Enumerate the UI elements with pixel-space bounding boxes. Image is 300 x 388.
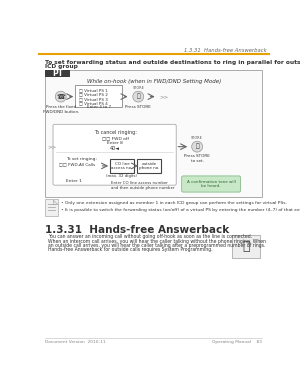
Text: Enter CO line access number
and then outside phone number: Enter CO line access number and then out… bbox=[111, 181, 175, 190]
Circle shape bbox=[55, 91, 66, 102]
Text: • It is possible to switch the forwarding status (on/off) of a virtual PS by ent: • It is possible to switch the forwardin… bbox=[61, 208, 300, 212]
Text: (max. 32 digits): (max. 32 digits) bbox=[106, 174, 137, 178]
Text: While on-hook (when in FWD/DND Setting Mode): While on-hook (when in FWD/DND Setting M… bbox=[87, 79, 221, 84]
FancyBboxPatch shape bbox=[45, 199, 58, 216]
Text: To cancel ringing:: To cancel ringing: bbox=[94, 130, 136, 135]
FancyBboxPatch shape bbox=[53, 124, 176, 185]
Text: When an intercom call arrives, you will hear the caller talking without the phon: When an intercom call arrives, you will … bbox=[48, 239, 266, 244]
Text: STORE: STORE bbox=[132, 86, 144, 90]
Text: Hands-free Answerback for outside calls requires System Programming.: Hands-free Answerback for outside calls … bbox=[48, 247, 213, 252]
Text: Enter 8: Enter 8 bbox=[107, 141, 123, 145]
Text: □□ FWD off: □□ FWD off bbox=[101, 136, 128, 140]
Text: PT: PT bbox=[52, 69, 63, 78]
FancyBboxPatch shape bbox=[45, 70, 70, 76]
Text: ☎: ☎ bbox=[56, 94, 65, 100]
FancyBboxPatch shape bbox=[76, 85, 122, 107]
Text: □ Virtual PS 2: □ Virtual PS 2 bbox=[79, 93, 108, 97]
FancyBboxPatch shape bbox=[137, 159, 161, 173]
Text: You can answer an incoming call without going off-hook as soon as the line is co: You can answer an incoming call without … bbox=[48, 234, 253, 239]
Text: 📠: 📠 bbox=[242, 240, 250, 253]
Text: outside
phone no.: outside phone no. bbox=[139, 162, 159, 170]
Text: CO line
access no.: CO line access no. bbox=[111, 162, 133, 170]
Text: Enter 1: Enter 1 bbox=[66, 179, 82, 183]
Text: □ Virtual PS 3: □ Virtual PS 3 bbox=[79, 97, 108, 101]
FancyBboxPatch shape bbox=[45, 70, 262, 197]
Text: 1.3.31  Hands-free Answerback: 1.3.31 Hands-free Answerback bbox=[45, 225, 230, 235]
FancyBboxPatch shape bbox=[182, 176, 241, 192]
Text: 40◄: 40◄ bbox=[110, 146, 120, 151]
Text: Document Version  2010-11: Document Version 2010-11 bbox=[45, 340, 106, 344]
Text: □ Virtual PS 4: □ Virtual PS 4 bbox=[79, 102, 108, 106]
Text: ⏰: ⏰ bbox=[195, 144, 199, 149]
Text: Operating Manual    83: Operating Manual 83 bbox=[212, 340, 262, 344]
Text: □□ FWD-All Calls: □□ FWD-All Calls bbox=[59, 162, 95, 166]
Text: >>: >> bbox=[48, 144, 57, 149]
Text: □ Virtual PS 1: □ Virtual PS 1 bbox=[79, 88, 108, 92]
Text: Press STORE: Press STORE bbox=[125, 105, 151, 109]
Text: Press the fixed
FWD/DND button.: Press the fixed FWD/DND button. bbox=[43, 105, 79, 114]
Text: STORE: STORE bbox=[191, 136, 203, 140]
Circle shape bbox=[192, 141, 203, 152]
Circle shape bbox=[133, 91, 144, 102]
Text: • Only one extension assigned as member 1 in each ICD group can perform the sett: • Only one extension assigned as member … bbox=[61, 201, 286, 204]
Text: ICD group: ICD group bbox=[45, 64, 78, 69]
FancyBboxPatch shape bbox=[110, 159, 134, 173]
Text: ⏰: ⏰ bbox=[136, 94, 140, 99]
Text: Enter 4 to 7: Enter 4 to 7 bbox=[87, 105, 111, 109]
Text: Press STORE
to set.: Press STORE to set. bbox=[184, 154, 210, 163]
Text: >>: >> bbox=[159, 94, 168, 99]
Text: 1.3.31  Hands-free Answerback: 1.3.31 Hands-free Answerback bbox=[184, 48, 266, 53]
Text: To set ringing:: To set ringing: bbox=[66, 157, 97, 161]
FancyBboxPatch shape bbox=[232, 235, 260, 258]
Text: A confirmation tone will
be heard.: A confirmation tone will be heard. bbox=[187, 180, 236, 188]
Text: an outside call arrives, you will hear the caller talking after a preprogrammed : an outside call arrives, you will hear t… bbox=[48, 243, 266, 248]
Text: To set forwarding status and outside destinations to ring in parallel for outsid: To set forwarding status and outside des… bbox=[45, 60, 300, 65]
